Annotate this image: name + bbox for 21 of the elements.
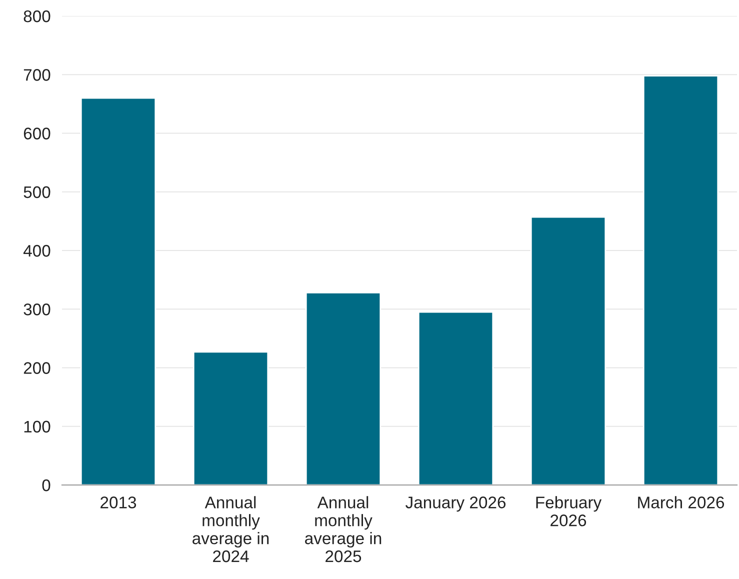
x-tick-label: Annual monthly average in 2024 xyxy=(192,496,269,562)
y-tick-label: 600 xyxy=(24,128,50,140)
x-tick-label: 2013 xyxy=(100,496,136,508)
bar xyxy=(305,292,382,485)
bar xyxy=(530,216,606,485)
y-tick-label: 800 xyxy=(24,10,50,22)
y-tick-label: 0 xyxy=(42,479,50,492)
x-tick-label: March 2026 xyxy=(638,496,724,508)
y-tick-label: 200 xyxy=(24,362,50,374)
bar xyxy=(80,97,156,485)
y-tick-label: 300 xyxy=(24,304,50,316)
bar xyxy=(418,311,494,485)
x-tick-label: February 2026 xyxy=(536,496,602,526)
y-tick-label: 100 xyxy=(24,420,50,433)
bar xyxy=(192,351,269,485)
y-tick-label: 400 xyxy=(23,244,50,257)
x-tick-label: Annual monthly average in 2025 xyxy=(305,496,382,562)
bar xyxy=(642,75,719,485)
x-tick-label: January 2026 xyxy=(406,496,506,512)
y-tick-label: 700 xyxy=(24,69,50,81)
y-tick-label: 500 xyxy=(24,186,50,198)
